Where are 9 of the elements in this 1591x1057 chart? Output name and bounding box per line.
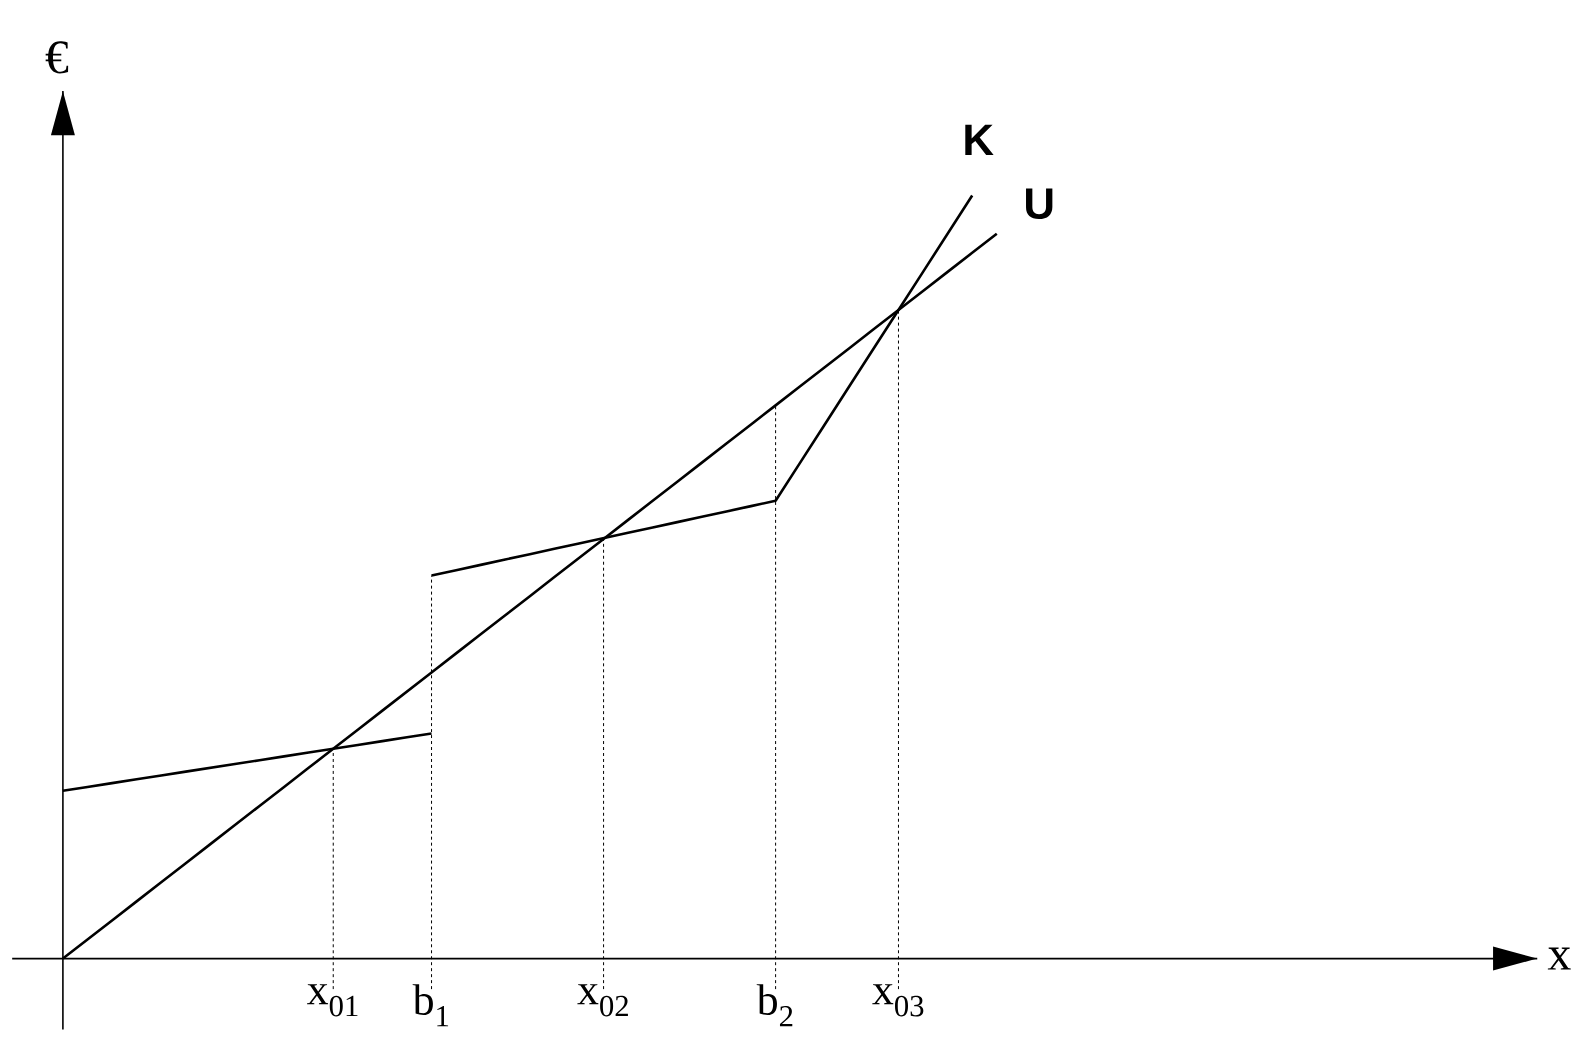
x-tick-label: b$_{2}$ (756, 984, 793, 1027)
y-axis-title: € (45, 41, 69, 74)
x-tick-label: b$_{1}$ (412, 984, 449, 1027)
text: x (1547, 947, 1571, 970)
x-tick-label: x$_{02}$ (577, 984, 628, 1017)
x-tick-label: x$_{03}$ (872, 984, 924, 1017)
series-label: U (1026, 188, 1053, 220)
series-label: K (965, 124, 994, 155)
x-tick-label: x$_{01}$ (307, 984, 358, 1017)
